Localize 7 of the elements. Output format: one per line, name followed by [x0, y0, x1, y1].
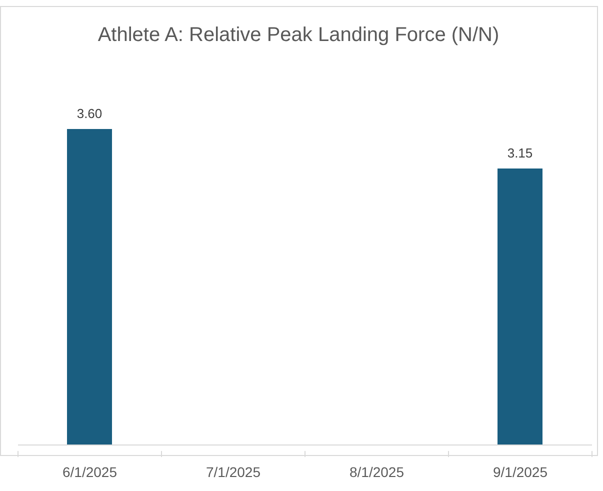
data-label: 3.60	[76, 106, 102, 121]
x-tick-label: 7/1/2025	[206, 464, 261, 480]
x-tick-label: 6/1/2025	[62, 464, 118, 480]
chart-title: Athlete A: Relative Peak Landing Force (N/N)	[96, 24, 500, 47]
data-label: 3.15	[507, 146, 533, 160]
x-tick-label: 9/1/2025	[493, 464, 548, 480]
x-tick-label: 8/1/2025	[350, 464, 404, 480]
